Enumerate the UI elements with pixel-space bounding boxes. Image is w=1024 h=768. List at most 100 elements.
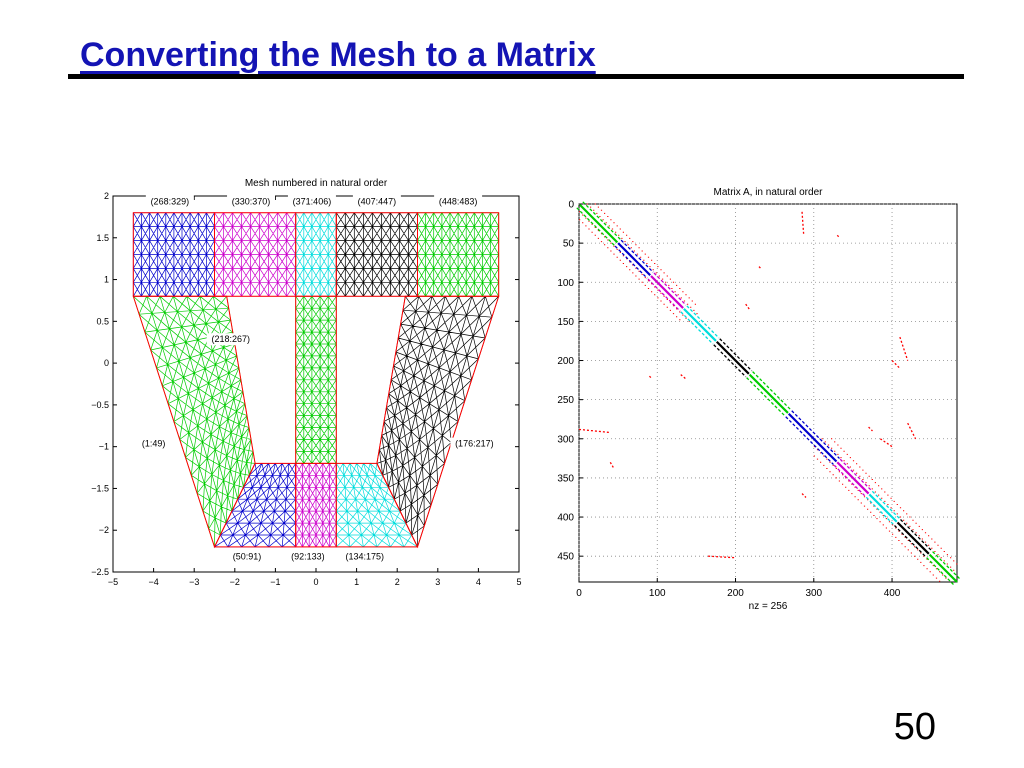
spy-x-tick-label: 100 bbox=[649, 588, 666, 599]
mesh-region-label-bg bbox=[287, 195, 336, 208]
spy-y-tick-label: 50 bbox=[563, 239, 575, 250]
mesh-region-label: (50:91) bbox=[233, 551, 262, 561]
slide-title: Converting the Mesh to a Matrix bbox=[80, 36, 596, 74]
spy-diagonal-band bbox=[865, 496, 895, 526]
mesh-region-label: (268:329) bbox=[151, 196, 190, 206]
mesh-region-label: (134:175) bbox=[345, 551, 384, 561]
mesh-region-label-bg bbox=[450, 437, 499, 450]
spy-diagonal-band bbox=[868, 493, 898, 523]
mesh-y-tick-label: −1 bbox=[99, 442, 109, 452]
mesh-region: (407:447) bbox=[335, 195, 418, 297]
mesh-region-label: (371:406) bbox=[293, 196, 332, 206]
spy-offdiagonal-entries bbox=[578, 428, 611, 434]
mesh-x-tick-label: 0 bbox=[313, 577, 318, 587]
mesh-region: (50:91) bbox=[213, 462, 297, 563]
mesh-y-tick-label: 0.5 bbox=[96, 316, 109, 326]
spy-diagonal-band bbox=[833, 464, 867, 498]
spy-diagonal-band bbox=[620, 239, 654, 273]
spy-diagonal-band bbox=[894, 525, 927, 558]
spy-diagonal-band bbox=[746, 377, 786, 417]
spy-y-tick-label: 350 bbox=[557, 473, 574, 484]
mesh-x-tick-label: 3 bbox=[435, 577, 440, 587]
spy-diagonal-block bbox=[785, 410, 840, 465]
spy-diagonal-block bbox=[647, 272, 687, 312]
spy-offdiagonal-entries bbox=[708, 555, 736, 559]
spy-diagonal-band bbox=[715, 340, 750, 375]
spy-diagonal-band bbox=[686, 305, 720, 339]
spy-diagonal-band bbox=[653, 272, 687, 306]
mesh-y-tick-label: −0.5 bbox=[91, 400, 109, 410]
mesh-region: (448:483) bbox=[417, 195, 500, 297]
spy-diagonal-band bbox=[748, 373, 789, 414]
spy-diagonal-band bbox=[896, 521, 930, 555]
spy-diagonal-band bbox=[926, 557, 955, 586]
mesh-region-label-bg bbox=[129, 437, 178, 450]
mesh-region-label: (176:217) bbox=[455, 439, 494, 449]
mesh-region-label-bg bbox=[145, 195, 194, 208]
mesh-region: (176:217) bbox=[376, 295, 500, 549]
spy-diagonal-block bbox=[746, 371, 792, 417]
mesh-x-tick-label: 4 bbox=[476, 577, 481, 587]
spy-x-axis-label: nz = 256 bbox=[749, 601, 788, 612]
mesh-region-label: (407:447) bbox=[358, 196, 397, 206]
spy-diagonal-band bbox=[932, 551, 961, 580]
spy-diagonal-band bbox=[713, 344, 747, 378]
spy-diagonal-block bbox=[713, 338, 753, 378]
mesh-region-label-bg bbox=[206, 333, 255, 346]
spy-y-tick-label: 0 bbox=[568, 200, 574, 211]
spy-diagonal-band bbox=[582, 201, 621, 240]
spy-offdiagonal-entries bbox=[836, 234, 840, 238]
spy-diagonal-band bbox=[752, 371, 792, 411]
mesh-region: (134:175) bbox=[335, 462, 419, 563]
spy-offdiagonal-entries bbox=[609, 461, 614, 469]
spy-diagonal-block bbox=[614, 239, 654, 279]
mesh-region-label-bg bbox=[227, 195, 276, 208]
spy-x-tick-label: 300 bbox=[805, 588, 822, 599]
spy-diagonal-band bbox=[791, 410, 840, 459]
spy-diagonal-block bbox=[833, 458, 873, 498]
spy-offdiagonal-band bbox=[579, 203, 958, 582]
mesh-region-label: (448:483) bbox=[439, 196, 478, 206]
spy-offdiagonal-entries bbox=[680, 374, 686, 380]
mesh-region-label: (92:133) bbox=[291, 551, 325, 561]
spy-diagonal-block bbox=[576, 201, 621, 246]
spy-offdiagonal-entries bbox=[907, 422, 917, 440]
spy-y-tick-label: 450 bbox=[557, 552, 574, 563]
mesh-x-tick-label: −2 bbox=[230, 577, 240, 587]
mesh-x-tick-label: 5 bbox=[516, 577, 521, 587]
spy-diagonal-band bbox=[839, 458, 873, 492]
spy-y-tick-label: 150 bbox=[557, 317, 574, 328]
spy-diagonal-band bbox=[617, 242, 651, 276]
mesh-x-tick-label: −4 bbox=[148, 577, 158, 587]
mesh-y-tick-label: 1.5 bbox=[96, 233, 109, 243]
spy-offdiagonal-entries bbox=[745, 303, 751, 311]
spy-diagonal-band bbox=[579, 204, 619, 244]
mesh-y-tick-label: −2 bbox=[99, 525, 109, 535]
spy-offdiagonal-entries bbox=[899, 336, 909, 361]
mesh-plot-title: Mesh numbered in natural order bbox=[245, 178, 388, 189]
spy-offdiagonal-entries bbox=[868, 426, 873, 432]
spy-x-tick-label: 0 bbox=[576, 588, 582, 599]
mesh-y-tick-label: −2.5 bbox=[91, 567, 109, 577]
spy-x-tick-label: 400 bbox=[884, 588, 901, 599]
spy-diagonal-block bbox=[926, 551, 961, 586]
spy-diagonal-band bbox=[647, 278, 681, 312]
mesh-region-label-bg bbox=[352, 195, 401, 208]
spy-diagonal-band bbox=[650, 275, 684, 309]
spy-diagonal-block bbox=[894, 519, 933, 558]
spy-y-tick-label: 200 bbox=[557, 356, 574, 367]
mesh-region-label-bg bbox=[340, 550, 389, 563]
spy-offdiagonal-entries bbox=[801, 493, 807, 498]
mesh-y-tick-label: 0 bbox=[104, 358, 109, 368]
spy-diagonal-block bbox=[680, 305, 720, 345]
mesh-x-tick-label: 2 bbox=[395, 577, 400, 587]
spy-x-tick-label: 200 bbox=[727, 588, 744, 599]
mesh-y-tick-label: −1.5 bbox=[91, 483, 109, 493]
mesh-region-label-bg bbox=[434, 195, 483, 208]
spy-diagonal-block bbox=[865, 490, 901, 526]
spy-y-tick-label: 250 bbox=[557, 395, 574, 406]
spy-diagonal-band bbox=[871, 490, 901, 520]
title-rule bbox=[68, 74, 964, 79]
mesh-region-label-bg bbox=[222, 550, 271, 563]
spy-y-tick-label: 300 bbox=[557, 434, 574, 445]
